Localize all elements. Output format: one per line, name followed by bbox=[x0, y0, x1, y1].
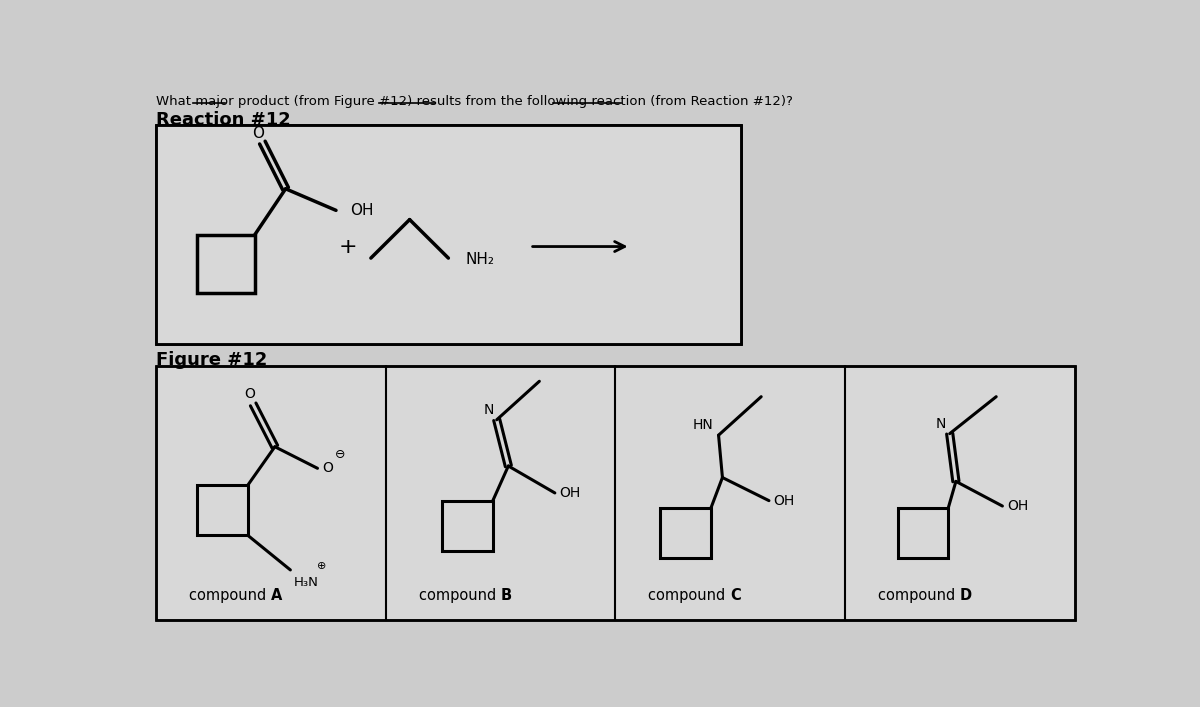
Text: OH: OH bbox=[1007, 499, 1028, 513]
Text: B: B bbox=[500, 588, 511, 603]
Text: C: C bbox=[730, 588, 740, 603]
Text: +: + bbox=[338, 237, 356, 257]
Text: OH: OH bbox=[350, 203, 373, 218]
Text: N: N bbox=[484, 403, 494, 417]
Bar bbox=[898, 508, 948, 559]
Text: Figure #12: Figure #12 bbox=[156, 351, 268, 369]
Text: ⊕: ⊕ bbox=[318, 561, 326, 571]
Text: compound: compound bbox=[648, 588, 730, 603]
Bar bbox=[156, 366, 1074, 620]
Text: O: O bbox=[244, 387, 254, 402]
Bar bbox=[443, 501, 493, 551]
Bar bbox=[156, 125, 742, 344]
Bar bbox=[156, 366, 1074, 620]
Text: compound: compound bbox=[419, 588, 500, 603]
Text: Reaction #12: Reaction #12 bbox=[156, 111, 290, 129]
Text: N: N bbox=[935, 416, 946, 431]
Text: compound: compound bbox=[190, 588, 271, 603]
Bar bbox=[156, 125, 742, 344]
Text: OH: OH bbox=[774, 493, 794, 508]
Bar bbox=[660, 508, 710, 559]
Text: ⊖: ⊖ bbox=[335, 448, 346, 461]
Text: HN: HN bbox=[692, 418, 714, 432]
Bar bbox=[156, 125, 742, 344]
Text: What major product (from Figure #12) results from the following reaction (from R: What major product (from Figure #12) res… bbox=[156, 95, 793, 108]
Bar bbox=[197, 235, 254, 293]
Text: H₃N: H₃N bbox=[294, 576, 319, 589]
Text: D: D bbox=[960, 588, 972, 603]
Text: NH₂: NH₂ bbox=[466, 252, 494, 267]
Text: O: O bbox=[322, 461, 334, 475]
Bar bbox=[197, 485, 247, 535]
Text: OH: OH bbox=[559, 486, 581, 500]
Text: O: O bbox=[252, 126, 264, 141]
Text: A: A bbox=[271, 588, 282, 603]
Text: compound: compound bbox=[878, 588, 960, 603]
